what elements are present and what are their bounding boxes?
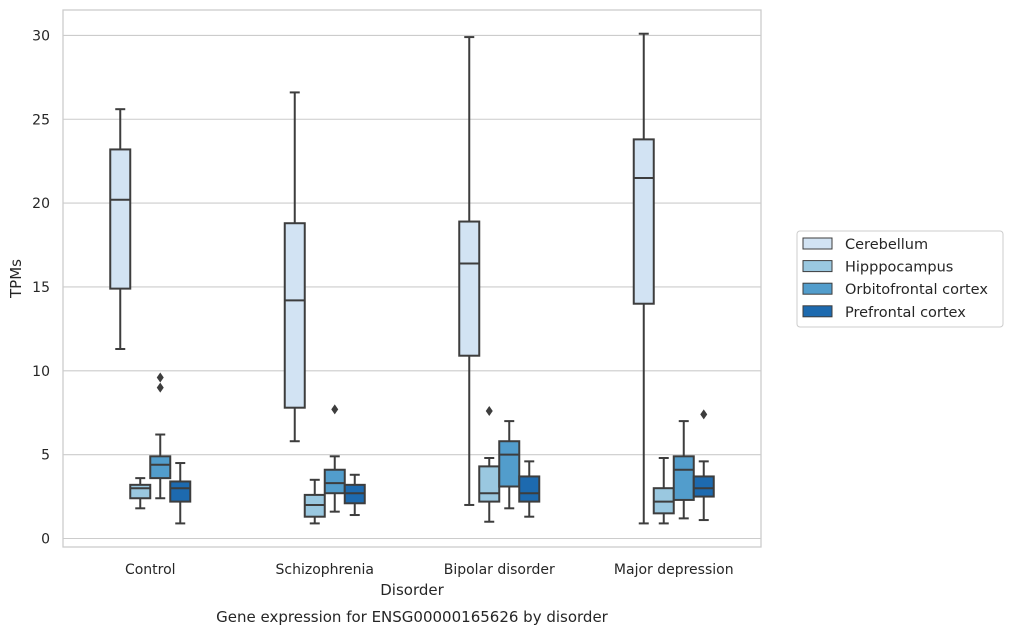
plot-area-frame	[62, 9, 762, 548]
outlier-point	[700, 409, 708, 420]
y-axis-ticks: 0 5 10 15 20 25 30	[32, 28, 50, 547]
legend-label: Prefrontal cortex	[845, 305, 966, 321]
legend-items: Cerebellum Hipppocampus Orbitofrontal cort…	[802, 237, 988, 321]
legend: Cerebellum Hipppocampus Orbitofrontal cort…	[796, 230, 1004, 328]
box-body	[632, 138, 655, 305]
legend-label: Orbitofrontal cortex	[845, 282, 988, 298]
y-tick-label: 10	[32, 364, 50, 380]
box-2-2	[498, 420, 521, 510]
box-body	[692, 475, 715, 498]
box-plot-marks	[109, 32, 715, 525]
y-tick-label: 30	[32, 28, 50, 44]
x-tick-label: Control	[125, 562, 176, 578]
grid-lines	[63, 34, 761, 540]
outlier-point	[331, 404, 339, 415]
box-body	[672, 455, 695, 501]
box-2-0	[149, 372, 172, 500]
x-axis-label: Disorder	[380, 581, 444, 599]
legend-swatch	[802, 305, 833, 318]
outlier-point	[156, 382, 164, 393]
legend-swatch	[802, 237, 833, 250]
chart-caption: Gene expression for ENSG00000165626 by d…	[216, 608, 609, 626]
box-body	[109, 148, 132, 290]
y-tick-label: 0	[41, 532, 50, 548]
x-tick-label: Major depression	[614, 562, 734, 578]
box-3-2	[518, 460, 541, 518]
legend-swatch	[802, 260, 833, 273]
box-1-1	[303, 478, 326, 525]
y-tick-label: 15	[32, 280, 50, 296]
y-tick-label: 20	[32, 196, 50, 212]
box-body	[458, 220, 481, 357]
y-tick-label: 25	[32, 112, 50, 128]
box-1-2	[478, 406, 501, 523]
box-1-3	[652, 457, 675, 525]
box-3-1	[343, 473, 366, 517]
box-0-3	[632, 32, 655, 525]
box-body	[323, 468, 346, 495]
box-0-0	[109, 108, 132, 350]
box-0-1	[283, 91, 306, 443]
box-body	[478, 465, 501, 503]
legend-frame	[796, 230, 1004, 328]
box-body	[498, 440, 521, 488]
y-tick-label: 5	[41, 448, 50, 464]
box-body	[129, 483, 152, 500]
x-axis-ticks: Control Schizophrenia Bipolar disorder Majo…	[125, 562, 734, 578]
box-3-0	[169, 462, 192, 525]
box-2-1	[323, 404, 346, 513]
outlier-point	[485, 406, 493, 417]
box-3-3	[692, 409, 715, 522]
y-axis-label: TPMs	[7, 259, 25, 299]
box-body	[283, 222, 306, 409]
legend-swatch	[802, 282, 833, 295]
box-body	[169, 480, 192, 503]
legend-label: Hipppocampus	[845, 260, 953, 276]
box-2-3	[672, 420, 695, 520]
box-0-2	[458, 36, 481, 506]
outlier-point	[156, 372, 164, 383]
x-tick-label: Bipolar disorder	[444, 562, 555, 578]
box-body	[518, 475, 541, 503]
box-1-0	[129, 477, 152, 510]
box-body	[149, 455, 172, 480]
legend-label: Cerebellum	[845, 237, 928, 253]
x-tick-label: Schizophrenia	[276, 562, 374, 578]
